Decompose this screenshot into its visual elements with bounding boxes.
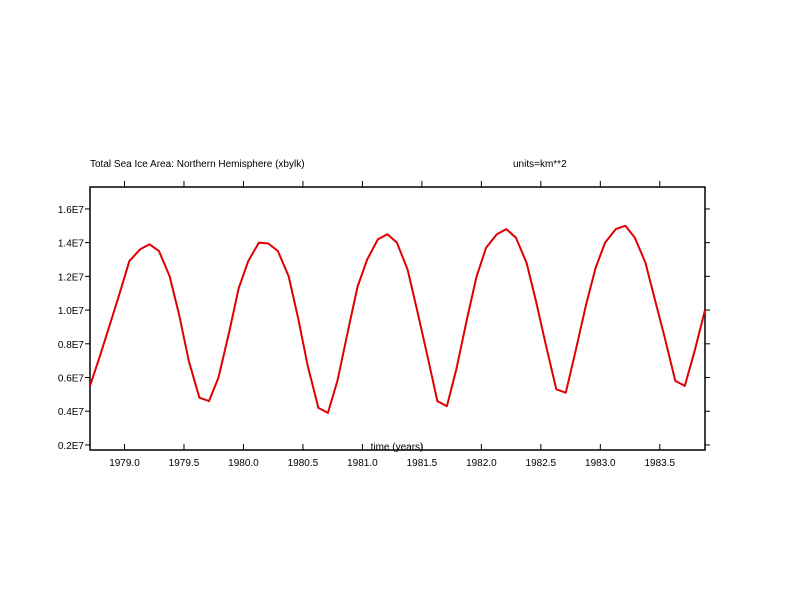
data-point [89, 385, 91, 387]
data-point [515, 237, 517, 239]
data-point [466, 318, 468, 320]
data-point [574, 351, 576, 353]
plot-frame [89, 186, 706, 451]
data-point [208, 400, 210, 402]
data-points [89, 225, 706, 414]
data-point [288, 275, 290, 277]
y-tick-label: 0.8E7 [58, 340, 85, 351]
x-tick-label: 1983.5 [645, 458, 676, 469]
data-point [526, 262, 528, 264]
x-axis: 1979.0 1979.5 1980.0 1980.5 1981.0 1981.5 1982… [109, 181, 676, 469]
x-tick-label: 1982.0 [466, 458, 497, 469]
data-point [455, 368, 457, 370]
data-point [109, 323, 111, 325]
series-line [89, 224, 706, 414]
data-point [169, 275, 171, 277]
x-tick-label: 1983.0 [585, 458, 616, 469]
data-point [664, 336, 666, 338]
y-tick-label: 1.2E7 [58, 272, 85, 283]
data-point [407, 269, 409, 271]
data-point [545, 343, 547, 345]
data-point [565, 392, 567, 394]
data-point [347, 329, 349, 331]
data-point [485, 247, 487, 249]
y-tick-label: 1.0E7 [58, 306, 85, 317]
data-point [148, 243, 150, 245]
x-tick-label: 1980.0 [228, 458, 259, 469]
data-point [178, 314, 180, 316]
data-point [645, 262, 647, 264]
y-tick-label: 1.6E7 [58, 205, 85, 216]
data-point [198, 397, 200, 399]
data-point [654, 299, 656, 301]
data-point [446, 405, 448, 407]
data-point [317, 407, 319, 409]
data-point [426, 351, 428, 353]
chart-title: Total Sea Ice Area: Northern Hemisphere … [90, 159, 305, 170]
data-point [476, 275, 478, 277]
y-tick-label: 1.4E7 [58, 239, 85, 250]
x-tick-label: 1982.5 [526, 458, 557, 469]
y-tick-label: 0.4E7 [58, 407, 85, 418]
data-point [624, 225, 626, 227]
data-point [247, 260, 249, 262]
data-point [704, 309, 706, 311]
data-point [615, 228, 617, 230]
data-point [258, 242, 260, 244]
data-point [684, 385, 686, 387]
data-point [119, 292, 121, 294]
data-point [99, 356, 101, 358]
x-tick-label: 1980.5 [288, 458, 319, 469]
data-point [297, 318, 299, 320]
data-point [228, 331, 230, 333]
data-point [377, 238, 379, 240]
x-tick-label: 1981.5 [407, 458, 438, 469]
data-point [595, 267, 597, 269]
x-tick-label: 1979.5 [169, 458, 200, 469]
y-tick-label: 0.6E7 [58, 374, 85, 385]
data-point [674, 380, 676, 382]
y-axis: 0.2E7 0.4E7 0.6E7 0.8E7 1.0E7 1.2E7 1.4E7 1.6E7 [58, 205, 710, 452]
x-axis-label: time (years) [371, 442, 424, 453]
data-point [327, 412, 329, 414]
data-point [238, 287, 240, 289]
y-tick-label: 0.2E7 [58, 441, 85, 452]
data-point [555, 388, 557, 390]
data-point [267, 242, 269, 244]
data-point [357, 285, 359, 287]
x-tick-label: 1981.0 [347, 458, 378, 469]
data-point [158, 250, 160, 252]
data-point [188, 360, 190, 362]
data-point [128, 260, 130, 262]
data-point [505, 228, 507, 230]
data-point [307, 365, 309, 367]
data-point [416, 309, 418, 311]
data-point [436, 400, 438, 402]
data-point [336, 380, 338, 382]
data-point [585, 304, 587, 306]
x-tick-label: 1979.0 [109, 458, 140, 469]
data-point [693, 351, 695, 353]
data-point [535, 301, 537, 303]
chart-units: units=km**2 [513, 159, 567, 170]
data-point [396, 242, 398, 244]
data-point [496, 233, 498, 235]
data-point [217, 377, 219, 379]
data-point [277, 250, 279, 252]
data-point [386, 233, 388, 235]
data-point [634, 237, 636, 239]
data-point [366, 258, 368, 260]
data-point [604, 242, 606, 244]
data-point [139, 248, 141, 250]
